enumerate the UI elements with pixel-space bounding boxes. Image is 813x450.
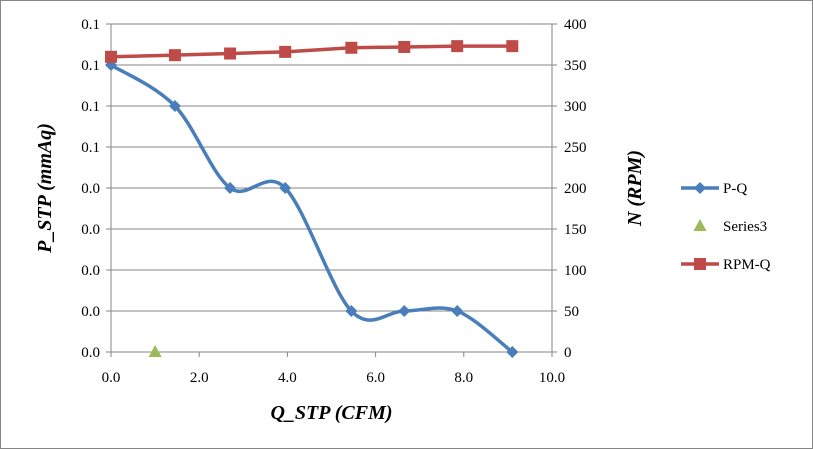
y2-tick-label: 350: [564, 58, 587, 74]
x-tick-label: 0.0: [102, 370, 121, 386]
y2-tick-label: 100: [564, 263, 587, 279]
y-tick-label: 0.0: [81, 222, 100, 238]
data-point-rpm-q: [168, 49, 181, 62]
y-tick-label: 0.1: [81, 99, 100, 115]
series-line-p-q: [110, 63, 514, 354]
data-point-rpm-q: [345, 41, 358, 54]
legend: P-Q Series3 RPM-Q: [681, 181, 771, 273]
legend-marker-series3: [693, 219, 707, 231]
y-tick-label: 0.0: [81, 263, 100, 279]
gridlines: [111, 23, 552, 312]
data-point-rpm-q: [279, 45, 292, 58]
legend-marker-rpm-q: [694, 258, 706, 270]
data-point-rpm-q: [451, 40, 464, 53]
data-point-rpm-q: [105, 50, 117, 63]
y-axis-title: P_STP (mmAq): [34, 123, 56, 254]
data-point-rpm-q: [398, 40, 411, 53]
legend-label-p-q: P-Q: [723, 181, 747, 197]
y-tick-label: 0.0: [81, 304, 100, 320]
y2-tick-label: 300: [564, 99, 587, 115]
y2-tick-label: 200: [564, 181, 587, 197]
data-point-series3: [148, 345, 162, 357]
x-tick-label: 8.0: [454, 370, 473, 386]
plot-series: [105, 40, 519, 358]
data-point-p-q: [451, 305, 464, 317]
x-tick-label: 10.0: [539, 370, 565, 386]
data-point-p-q: [345, 305, 358, 317]
x-tick-label: 6.0: [366, 370, 385, 386]
x-tick-label: 4.0: [278, 370, 297, 386]
y2-tick-label: 250: [564, 140, 587, 156]
x-axis-title: Q_STP (CFM): [270, 402, 392, 424]
data-point-p-q: [279, 182, 292, 194]
y-tick-label: 0.1: [81, 140, 100, 156]
data-point-rpm-q: [506, 40, 519, 53]
data-point-p-q: [224, 182, 237, 194]
y2-tick-label: 400: [564, 17, 587, 33]
data-point-rpm-q: [224, 47, 237, 60]
data-point-p-q: [398, 305, 411, 317]
axes: 0.00.00.00.00.00.10.10.10.10501001502002…: [81, 17, 586, 386]
data-point-p-q: [168, 100, 181, 112]
y-tick-label: 0.0: [81, 181, 100, 197]
x-tick-label: 2.0: [190, 370, 209, 386]
series-line-rpm-q: [110, 44, 513, 59]
data-point-p-q: [506, 346, 519, 358]
legend-marker-p-q: [694, 182, 706, 194]
legend-label-rpm-q: RPM-Q: [723, 257, 771, 273]
y2-tick-label: 150: [564, 222, 587, 238]
y2-axis-title: N (RPM): [624, 150, 646, 227]
y2-tick-label: 50: [564, 304, 579, 320]
y2-tick-label: 0: [564, 345, 572, 361]
y-tick-label: 0.1: [81, 17, 100, 33]
y-tick-label: 0.1: [81, 58, 100, 74]
legend-label-series3: Series3: [723, 219, 767, 235]
y-tick-label: 0.0: [81, 345, 100, 361]
